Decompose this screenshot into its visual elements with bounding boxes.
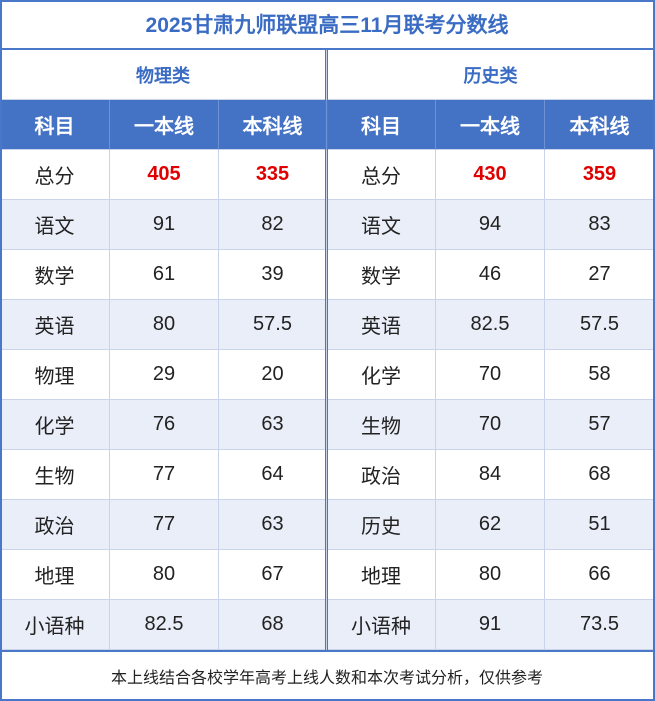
score-cell: 77 bbox=[110, 450, 219, 500]
score-cell: 51 bbox=[545, 500, 655, 550]
score-cell: 70 bbox=[436, 400, 545, 450]
score-cell: 82.5 bbox=[110, 600, 219, 650]
group-header: 物理类 bbox=[0, 50, 327, 100]
subject-cell: 语文 bbox=[0, 200, 110, 250]
score-cell: 46 bbox=[436, 250, 545, 300]
score-cell: 359 bbox=[545, 150, 655, 200]
score-cell: 80 bbox=[110, 300, 219, 350]
score-cell: 91 bbox=[436, 600, 545, 650]
score-cell: 68 bbox=[219, 600, 327, 650]
score-cell: 27 bbox=[545, 250, 655, 300]
score-cell: 63 bbox=[219, 500, 327, 550]
score-cell: 63 bbox=[219, 400, 327, 450]
score-cell: 70 bbox=[436, 350, 545, 400]
score-cell: 73.5 bbox=[545, 600, 655, 650]
footnote: 本上线结合各校学年高考上线人数和本次考试分析，仅供参考 bbox=[0, 650, 655, 701]
subject-cell: 英语 bbox=[327, 300, 436, 350]
score-cell: 67 bbox=[219, 550, 327, 600]
score-cell: 61 bbox=[110, 250, 219, 300]
subject-cell: 小语种 bbox=[327, 600, 436, 650]
score-cell: 82.5 bbox=[436, 300, 545, 350]
score-cell: 29 bbox=[110, 350, 219, 400]
subject-cell: 总分 bbox=[327, 150, 436, 200]
subject-cell: 数学 bbox=[327, 250, 436, 300]
score-cell: 57.5 bbox=[545, 300, 655, 350]
score-cell: 80 bbox=[110, 550, 219, 600]
score-cell: 84 bbox=[436, 450, 545, 500]
subject-cell: 政治 bbox=[327, 450, 436, 500]
score-cell: 405 bbox=[110, 150, 219, 200]
subject-cell: 物理 bbox=[0, 350, 110, 400]
score-cell: 77 bbox=[110, 500, 219, 550]
column-header: 本科线 bbox=[219, 100, 327, 150]
score-cell: 66 bbox=[545, 550, 655, 600]
score-cell: 20 bbox=[219, 350, 327, 400]
subject-cell: 英语 bbox=[0, 300, 110, 350]
column-header: 本科线 bbox=[545, 100, 655, 150]
column-header: 一本线 bbox=[110, 100, 219, 150]
subject-cell: 生物 bbox=[327, 400, 436, 450]
column-header: 科目 bbox=[0, 100, 110, 150]
divider bbox=[325, 50, 328, 650]
subject-cell: 生物 bbox=[0, 450, 110, 500]
column-header: 科目 bbox=[327, 100, 436, 150]
score-cell: 57.5 bbox=[219, 300, 327, 350]
score-cell: 64 bbox=[219, 450, 327, 500]
score-cell: 80 bbox=[436, 550, 545, 600]
subject-cell: 地理 bbox=[327, 550, 436, 600]
group-header: 历史类 bbox=[327, 50, 655, 100]
score-cell: 430 bbox=[436, 150, 545, 200]
score-cell: 82 bbox=[219, 200, 327, 250]
subject-cell: 小语种 bbox=[0, 600, 110, 650]
subject-cell: 数学 bbox=[0, 250, 110, 300]
score-cell: 57 bbox=[545, 400, 655, 450]
score-cell: 62 bbox=[436, 500, 545, 550]
table-title: 2025甘肃九师联盟高三11月联考分数线 bbox=[0, 0, 655, 50]
subject-cell: 化学 bbox=[327, 350, 436, 400]
score-cell: 58 bbox=[545, 350, 655, 400]
subject-cell: 政治 bbox=[0, 500, 110, 550]
score-cell: 91 bbox=[110, 200, 219, 250]
score-cell: 83 bbox=[545, 200, 655, 250]
score-cell: 39 bbox=[219, 250, 327, 300]
subject-cell: 化学 bbox=[0, 400, 110, 450]
subject-cell: 历史 bbox=[327, 500, 436, 550]
score-cell: 94 bbox=[436, 200, 545, 250]
score-cell: 335 bbox=[219, 150, 327, 200]
subject-cell: 地理 bbox=[0, 550, 110, 600]
subject-cell: 总分 bbox=[0, 150, 110, 200]
column-header: 一本线 bbox=[436, 100, 545, 150]
score-cell: 76 bbox=[110, 400, 219, 450]
score-cell: 68 bbox=[545, 450, 655, 500]
subject-cell: 语文 bbox=[327, 200, 436, 250]
